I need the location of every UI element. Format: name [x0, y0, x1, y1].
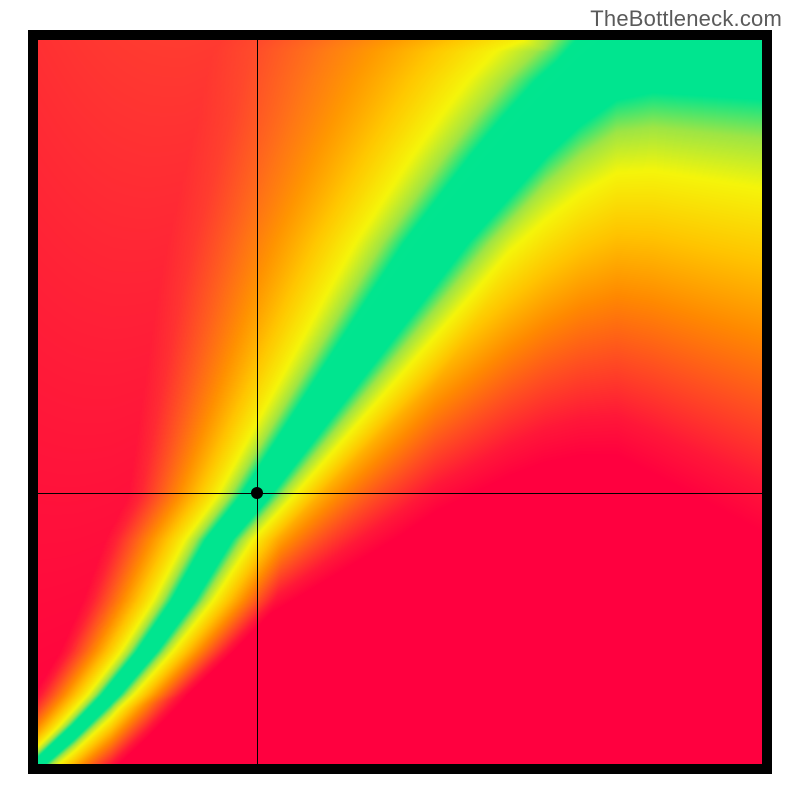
crosshair-marker: [251, 487, 263, 499]
crosshair-vertical: [257, 40, 258, 764]
chart-frame: [28, 30, 772, 774]
watermark-text: TheBottleneck.com: [590, 6, 782, 32]
crosshair-horizontal: [38, 493, 762, 494]
plot-area: [38, 40, 762, 764]
heatmap-canvas: [38, 40, 762, 764]
